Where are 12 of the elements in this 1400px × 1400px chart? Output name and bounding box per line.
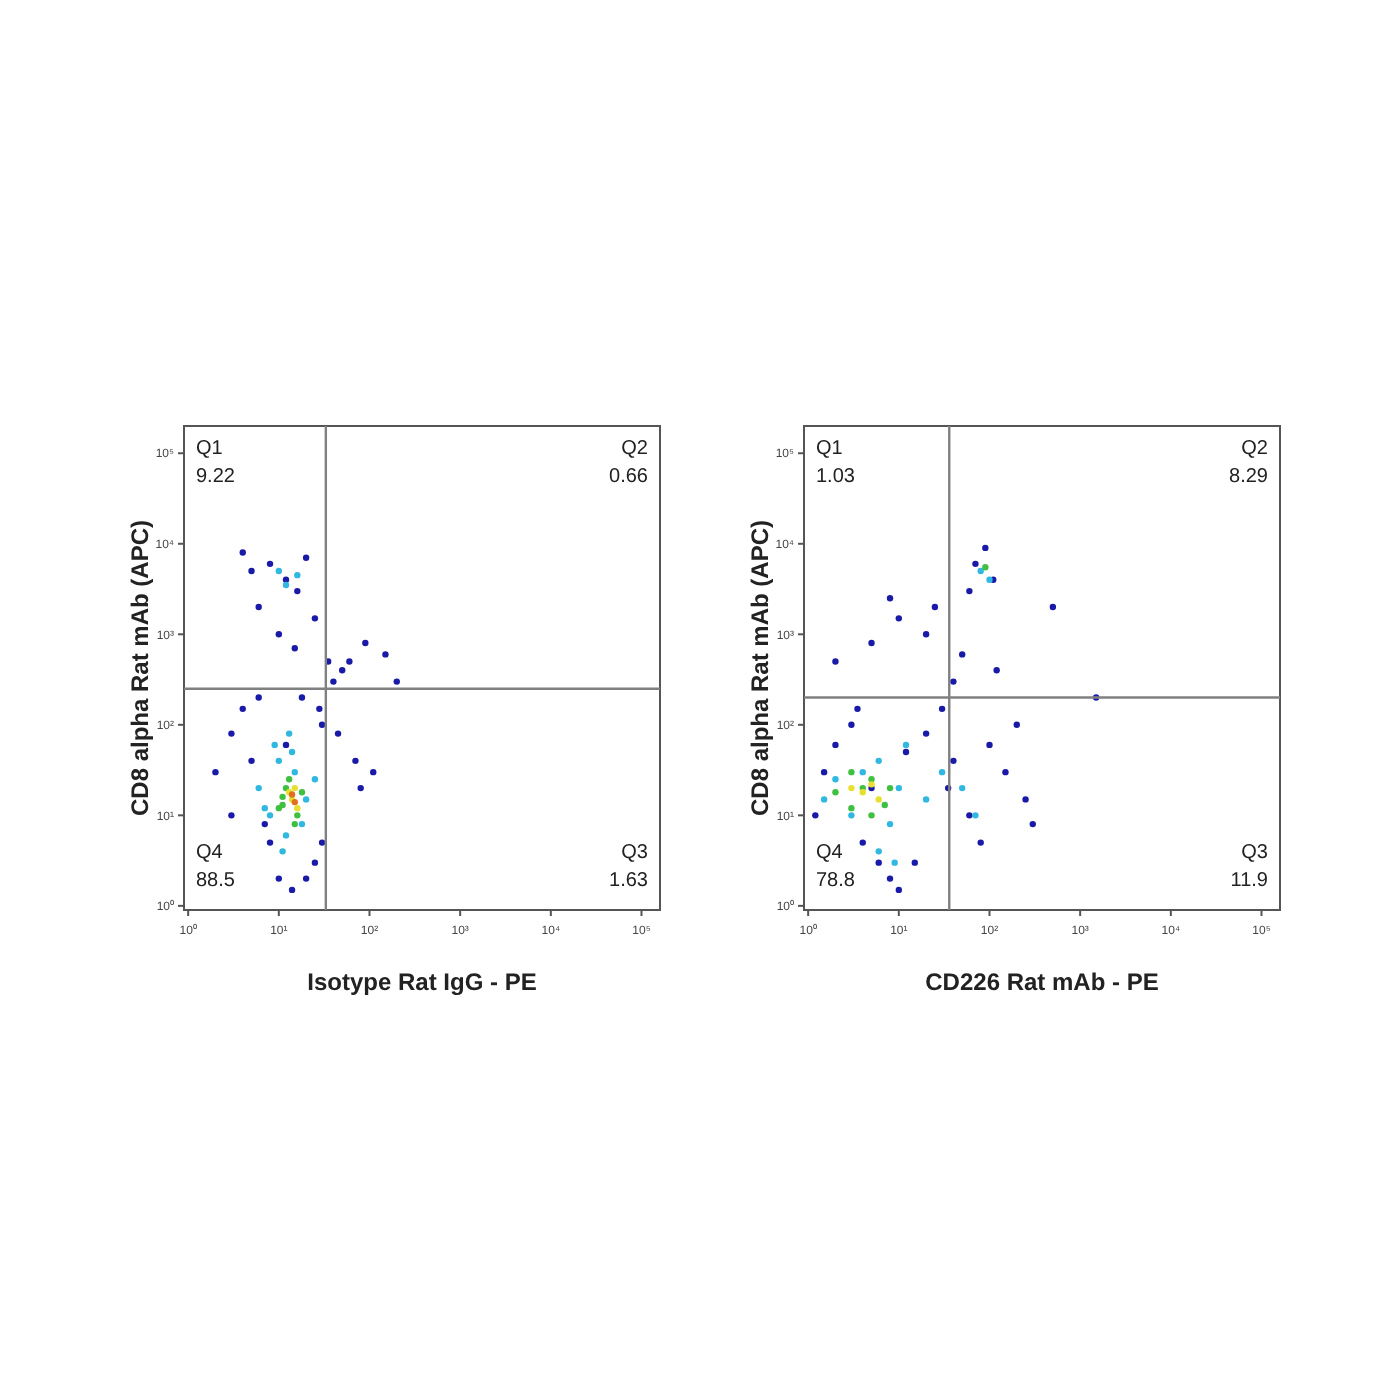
y-axis-title: CD8 alpha Rat mAb (APC) [126, 519, 154, 817]
annotation: Q4 88.5 [196, 842, 236, 892]
annotation: Q1 9.22 [196, 438, 236, 488]
y-axis-title: CD8 alpha Rat mAb (APC) [746, 519, 774, 817]
annotation: Q2 0.66 [609, 438, 649, 488]
annotation: Q3 11.9 [1230, 842, 1269, 892]
annotation: Q1 1.03 [816, 438, 856, 488]
x-axis-title: Isotype Rat IgG - PE [307, 968, 537, 996]
annotation: Q2 8.29 [1229, 438, 1269, 488]
x-axis-title: CD226 Rat mAb - PE [925, 968, 1159, 996]
annotation: Q3 1.63 [609, 842, 649, 892]
annotation: Q4 78.8 [816, 842, 856, 892]
